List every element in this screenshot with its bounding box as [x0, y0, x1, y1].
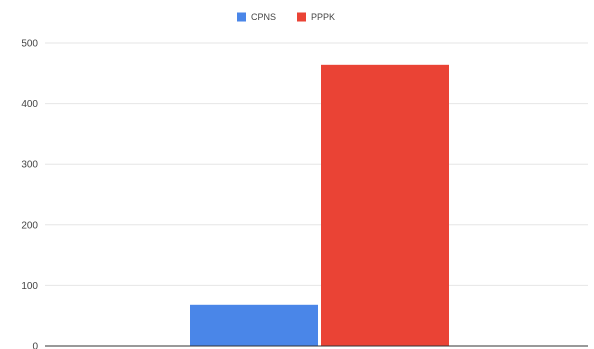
y-tick-label-200: 200: [21, 220, 38, 231]
gridlines: [45, 42, 588, 286]
legend-swatch-cpns: [237, 12, 246, 22]
legend: CPNS PPPK: [237, 12, 335, 22]
bars: [190, 64, 449, 346]
legend-label-pppk: PPPK: [311, 12, 335, 22]
bar-pppk: [321, 64, 449, 346]
legend-label-cpns: CPNS: [251, 12, 276, 22]
y-tick-label-0: 0: [32, 342, 38, 349]
y-axis-ticks: 0 100 200 300 400 500: [21, 39, 38, 349]
bar-cpns: [190, 304, 318, 346]
y-tick-label-400: 400: [21, 99, 38, 110]
y-tick-label-300: 300: [21, 160, 38, 171]
legend-swatch-pppk: [297, 12, 306, 22]
y-tick-label-100: 100: [21, 281, 38, 292]
y-tick-label-500: 500: [21, 39, 38, 50]
